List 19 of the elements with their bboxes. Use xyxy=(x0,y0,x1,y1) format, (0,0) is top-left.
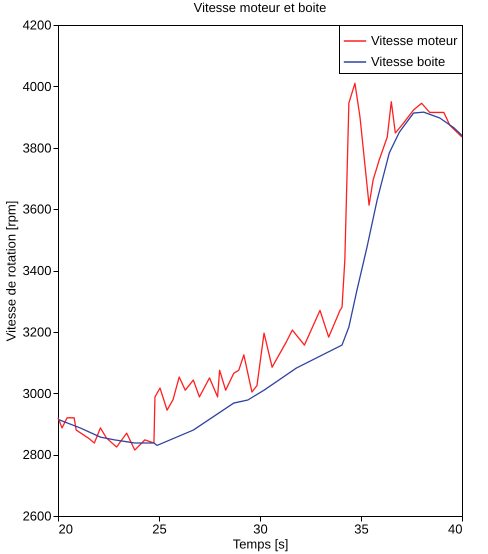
x-axis-title: Temps [s] xyxy=(232,536,288,552)
y-tick-label: 4200 xyxy=(22,18,52,32)
y-axis-title: Vitesse de rotation [rpm] xyxy=(4,200,19,342)
x-tick-label: 25 xyxy=(152,522,167,536)
y-tick-label: 3600 xyxy=(22,202,52,217)
legend-label: Vitesse boite xyxy=(371,54,446,69)
x-tick-label: 20 xyxy=(58,522,73,536)
chart-title: Vitesse moteur et boite xyxy=(194,0,326,15)
y-tick-label: 3400 xyxy=(22,263,52,278)
legend-label: Vitesse moteur xyxy=(371,33,458,48)
y-tick-label: 4000 xyxy=(22,78,52,94)
y-tick-label: 3000 xyxy=(22,386,52,401)
y-tick-label: 3800 xyxy=(22,140,52,156)
y-tick-label: 3200 xyxy=(22,324,52,340)
y-tick-label: 2800 xyxy=(22,447,52,462)
x-tick-label: 30 xyxy=(253,522,268,536)
x-tick-label: 40 xyxy=(448,522,462,536)
x-tick-label: 35 xyxy=(354,522,369,536)
y-tick-label: 2600 xyxy=(22,508,52,524)
